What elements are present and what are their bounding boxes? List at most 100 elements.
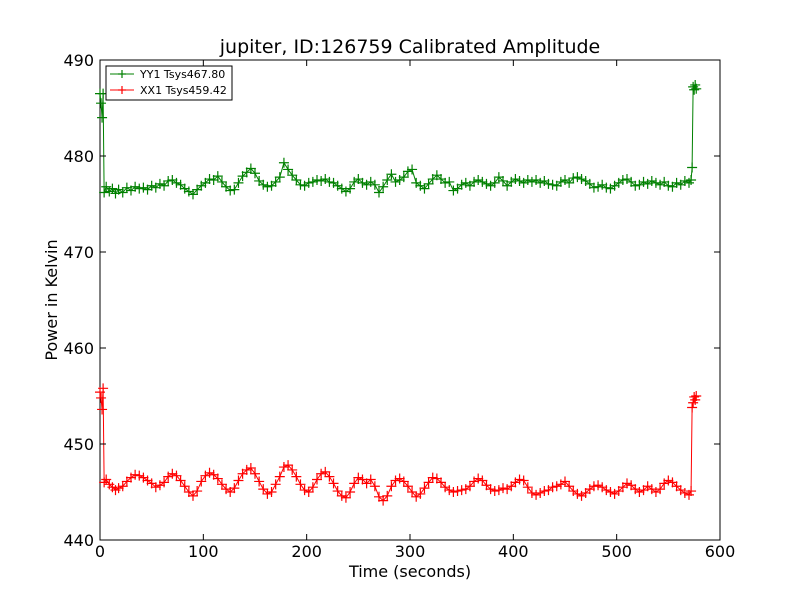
data-point	[266, 487, 277, 497]
data-point	[171, 470, 182, 481]
data-point	[593, 181, 604, 192]
data-point	[601, 182, 612, 193]
data-point	[386, 169, 397, 180]
data-point	[630, 180, 641, 191]
data-point	[436, 477, 446, 488]
x-axis-label: Time (seconds)	[348, 562, 471, 581]
y-tick-label: 460	[63, 339, 94, 358]
data-point	[96, 392, 107, 403]
data-point	[188, 189, 198, 200]
data-point	[539, 486, 550, 497]
data-point	[663, 475, 674, 486]
data-point	[378, 495, 389, 506]
data-point	[369, 481, 380, 492]
data-point	[555, 176, 566, 187]
data-point	[543, 178, 554, 189]
data-point	[233, 177, 244, 188]
data-point	[332, 486, 343, 497]
data-point	[225, 185, 236, 196]
data-point	[188, 490, 198, 501]
data-point	[134, 183, 145, 194]
data-point	[671, 177, 682, 188]
data-point	[307, 176, 318, 187]
data-point	[407, 164, 418, 175]
data-point	[473, 175, 484, 185]
y-tick-label: 450	[63, 435, 94, 454]
data-point	[448, 487, 459, 497]
data-point	[216, 479, 227, 490]
data-point	[464, 481, 475, 492]
data-point	[617, 175, 628, 185]
data-point	[357, 177, 368, 188]
data-point	[324, 176, 335, 187]
data-point	[444, 485, 455, 496]
data-point	[97, 112, 108, 123]
data-point	[295, 179, 306, 190]
x-tick-label: 0	[95, 542, 105, 561]
data-point	[278, 462, 289, 473]
data-point	[526, 176, 537, 187]
data-point	[229, 184, 240, 195]
data-point	[588, 182, 599, 193]
data-point	[258, 484, 269, 495]
data-point	[547, 179, 558, 190]
data-point	[398, 476, 409, 487]
data-point	[477, 475, 488, 486]
data-point	[687, 162, 698, 173]
data-point	[489, 177, 500, 188]
data-point	[336, 490, 347, 501]
series-1	[95, 383, 702, 506]
data-point	[365, 474, 376, 485]
data-point	[167, 468, 178, 479]
data-point	[522, 482, 533, 493]
data-point	[605, 487, 616, 497]
x-tick-label: 100	[188, 542, 219, 561]
data-point	[390, 176, 401, 187]
data-point	[444, 176, 455, 187]
data-point	[398, 172, 409, 183]
data-point	[510, 174, 521, 185]
data-point	[655, 484, 666, 495]
data-point	[216, 176, 227, 187]
data-point	[452, 486, 463, 497]
data-point	[601, 485, 612, 496]
data-point	[274, 471, 285, 482]
data-point	[353, 472, 364, 483]
data-point	[163, 175, 174, 186]
data-point	[535, 487, 546, 498]
data-point	[448, 185, 459, 196]
data-point	[192, 486, 203, 497]
data-point	[560, 476, 570, 487]
data-point	[572, 488, 583, 499]
y-axis: 440 450 460 470 480 490	[63, 51, 720, 550]
data-point	[303, 177, 314, 188]
data-point	[518, 475, 529, 486]
data-point	[340, 492, 351, 503]
data-point	[456, 179, 467, 190]
data-point	[270, 479, 281, 490]
data-point	[498, 483, 508, 494]
data-point	[287, 170, 298, 181]
data-point	[291, 175, 302, 185]
x-tick-label: 400	[498, 542, 529, 561]
data-point	[564, 481, 575, 492]
data-point	[150, 482, 161, 493]
data-point	[316, 468, 327, 479]
data-point	[679, 175, 690, 186]
data-point	[159, 477, 170, 488]
data-point	[212, 171, 223, 182]
data-point	[250, 468, 260, 479]
legend-marker	[118, 70, 126, 78]
data-point	[489, 486, 500, 497]
data-point	[547, 482, 558, 493]
legend-marker	[118, 86, 126, 94]
data-point	[514, 175, 525, 186]
data-point	[250, 168, 260, 179]
data-point	[345, 183, 356, 194]
data-point	[212, 473, 223, 484]
data-point	[303, 487, 314, 497]
data-point	[481, 178, 492, 189]
data-point	[196, 476, 207, 487]
data-point	[312, 474, 322, 485]
series-0	[95, 79, 702, 200]
